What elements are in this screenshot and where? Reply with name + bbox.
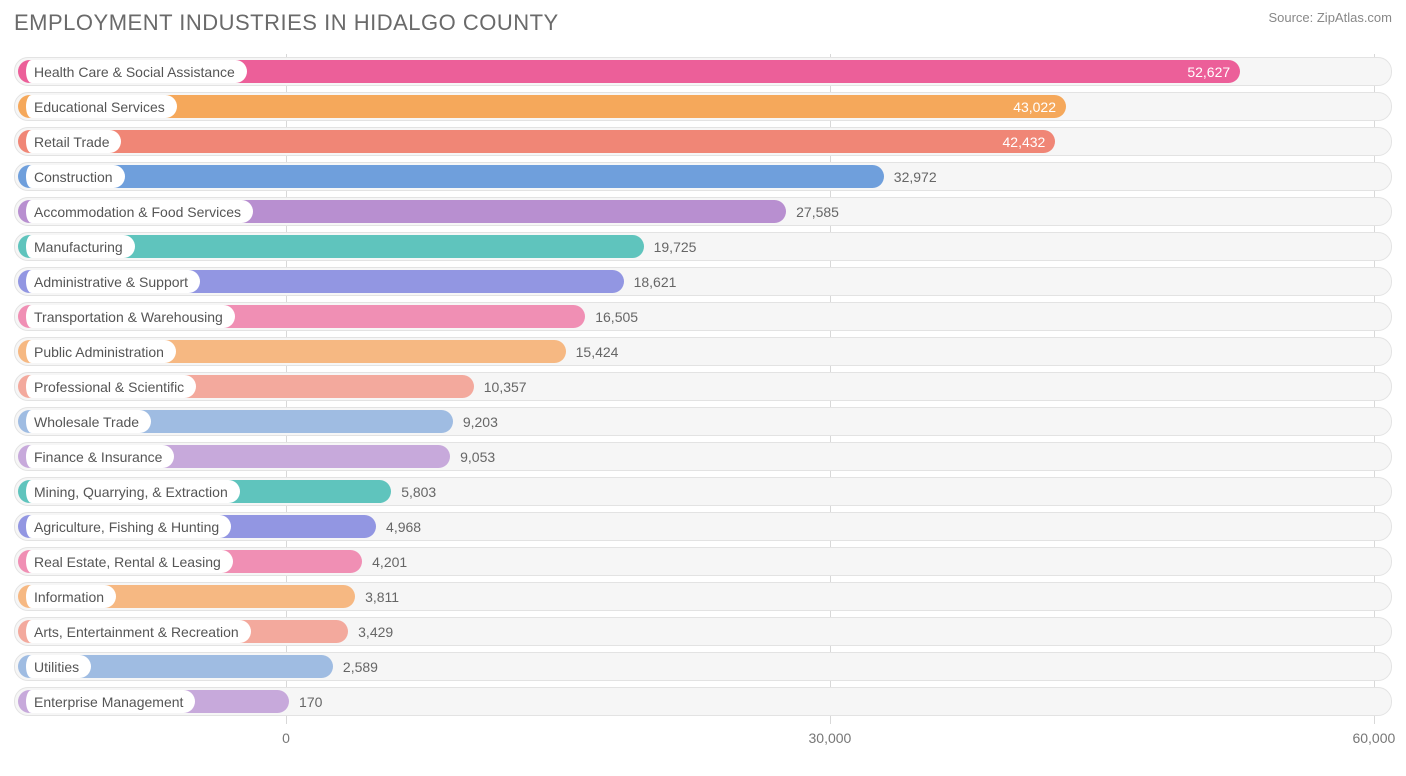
value-label: 52,627 xyxy=(1187,64,1230,80)
source-prefix: Source: xyxy=(1268,10,1316,25)
chart-area: 52,627 Health Care & Social Assistance 43,… xyxy=(14,54,1392,754)
bar xyxy=(18,165,884,188)
x-tick-label: 30,000 xyxy=(808,730,851,746)
bar-row: Mining, Quarrying, & Extraction 5,803 xyxy=(14,474,1392,509)
bar-row: Manufacturing 19,725 xyxy=(14,229,1392,264)
bar-row: Arts, Entertainment & Recreation 3,429 xyxy=(14,614,1392,649)
chart-source: Source: ZipAtlas.com xyxy=(1268,10,1392,25)
category-label: Health Care & Social Assistance xyxy=(20,60,247,83)
bar-row: Administrative & Support 18,621 xyxy=(14,264,1392,299)
bar-row: Real Estate, Rental & Leasing 4,201 xyxy=(14,544,1392,579)
bar-row: Construction 32,972 xyxy=(14,159,1392,194)
source-name: ZipAtlas.com xyxy=(1317,10,1392,25)
value-label: 16,505 xyxy=(595,309,638,325)
category-label: Transportation & Warehousing xyxy=(20,305,235,328)
value-label: 4,968 xyxy=(386,519,421,535)
category-label: Arts, Entertainment & Recreation xyxy=(20,620,251,643)
bar-row: Transportation & Warehousing 16,505 xyxy=(14,299,1392,334)
category-label: Professional & Scientific xyxy=(20,375,196,398)
category-label: Mining, Quarrying, & Extraction xyxy=(20,480,240,503)
bar-row: Agriculture, Fishing & Hunting 4,968 xyxy=(14,509,1392,544)
value-label: 19,725 xyxy=(654,239,697,255)
x-axis: 0 30,000 60,000 xyxy=(14,730,1392,754)
value-label: 42,432 xyxy=(1003,134,1046,150)
bar-row: 43,022 Educational Services xyxy=(14,89,1392,124)
value-label: 9,053 xyxy=(460,449,495,465)
bar-row: Wholesale Trade 9,203 xyxy=(14,404,1392,439)
value-label: 43,022 xyxy=(1013,99,1056,115)
value-label: 32,972 xyxy=(894,169,937,185)
x-tick-label: 60,000 xyxy=(1352,730,1395,746)
value-label: 10,357 xyxy=(484,379,527,395)
category-label: Retail Trade xyxy=(20,130,121,153)
value-label: 4,201 xyxy=(372,554,407,570)
category-label: Real Estate, Rental & Leasing xyxy=(20,550,233,573)
bar: 42,432 xyxy=(18,130,1055,153)
value-label: 2,589 xyxy=(343,659,378,675)
bar-row: 52,627 Health Care & Social Assistance xyxy=(14,54,1392,89)
category-label: Educational Services xyxy=(20,95,177,118)
value-label: 5,803 xyxy=(401,484,436,500)
category-label: Utilities xyxy=(20,655,91,678)
category-label: Information xyxy=(20,585,116,608)
chart-header: EMPLOYMENT INDUSTRIES IN HIDALGO COUNTY … xyxy=(14,10,1392,36)
category-label: Public Administration xyxy=(20,340,176,363)
value-label: 9,203 xyxy=(463,414,498,430)
chart-plot: 52,627 Health Care & Social Assistance 43,… xyxy=(14,54,1392,724)
category-label: Manufacturing xyxy=(20,235,135,258)
value-label: 170 xyxy=(299,694,322,710)
bar-row: Accommodation & Food Services 27,585 xyxy=(14,194,1392,229)
category-label: Finance & Insurance xyxy=(20,445,174,468)
category-label: Agriculture, Fishing & Hunting xyxy=(20,515,231,538)
category-label: Accommodation & Food Services xyxy=(20,200,253,223)
bar-row: Utilities 2,589 xyxy=(14,649,1392,684)
value-label: 27,585 xyxy=(796,204,839,220)
bar-row: Finance & Insurance 9,053 xyxy=(14,439,1392,474)
value-label: 3,429 xyxy=(358,624,393,640)
x-tick-label: 0 xyxy=(282,730,290,746)
chart-title: EMPLOYMENT INDUSTRIES IN HIDALGO COUNTY xyxy=(14,10,559,36)
value-label: 3,811 xyxy=(365,589,399,605)
category-label: Construction xyxy=(20,165,125,188)
bar-row: Information 3,811 xyxy=(14,579,1392,614)
value-label: 15,424 xyxy=(576,344,619,360)
bar-row: Professional & Scientific 10,357 xyxy=(14,369,1392,404)
bar-row: 42,432 Retail Trade xyxy=(14,124,1392,159)
value-label: 18,621 xyxy=(634,274,677,290)
category-label: Enterprise Management xyxy=(20,690,195,713)
category-label: Wholesale Trade xyxy=(20,410,151,433)
bar-row: Public Administration 15,424 xyxy=(14,334,1392,369)
bar-row: Enterprise Management 170 xyxy=(14,684,1392,719)
category-label: Administrative & Support xyxy=(20,270,200,293)
